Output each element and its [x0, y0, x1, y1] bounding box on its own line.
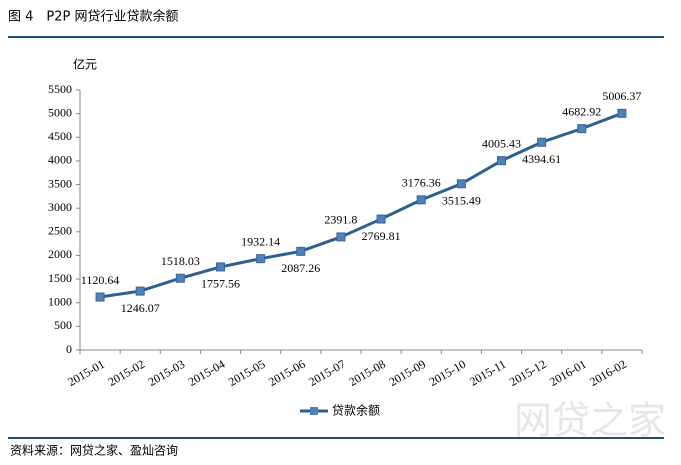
footer-rule	[8, 437, 664, 439]
x-tick-label: 2016-01	[547, 357, 589, 389]
data-label: 5006.37	[602, 89, 641, 103]
marker	[537, 137, 547, 147]
marker	[577, 124, 587, 134]
data-label: 4682.92	[562, 104, 601, 118]
x-tick-label: 2015-07	[306, 357, 348, 389]
data-label: 4005.43	[482, 136, 521, 150]
y-tick-label: 3000	[48, 200, 72, 214]
marker	[216, 262, 225, 272]
x-tick-label: 2015-12	[507, 357, 549, 389]
y-tick-label: 4500	[48, 129, 72, 143]
marker	[456, 179, 466, 189]
data-label: 2391.8	[324, 213, 357, 227]
data-label: 4394.61	[522, 152, 561, 166]
x-tick-label: 2015-09	[386, 357, 428, 389]
marker	[497, 156, 506, 166]
source: 资料来源：网贷之家、盈灿咨询	[10, 443, 178, 458]
y-tick-label: 2000	[48, 247, 72, 261]
y-tick-label: 5500	[48, 82, 72, 96]
y-tick-label: 0	[66, 342, 72, 356]
y-tick-label: 5000	[48, 105, 72, 119]
marker	[95, 292, 105, 302]
data-label: 3515.49	[442, 194, 481, 208]
legend-label: 贷款余额	[332, 403, 380, 418]
x-tick-label: 2015-01	[65, 357, 107, 389]
x-tick-label: 2015-03	[146, 357, 188, 389]
marker	[376, 214, 386, 224]
x-tick-label: 2015-08	[346, 357, 388, 389]
marker	[336, 232, 346, 242]
title-rule	[8, 36, 664, 38]
x-tick-label: 2015-04	[186, 357, 228, 389]
data-label: 1757.56	[201, 277, 240, 291]
y-tick-label: 4000	[48, 153, 72, 167]
data-label: 1932.14	[241, 234, 280, 248]
y-tick-label: 2500	[48, 224, 72, 238]
data-label: 1246.07	[121, 301, 160, 315]
marker	[416, 195, 426, 205]
x-tick-label: 2015-11	[467, 357, 508, 389]
data-label: 2087.26	[281, 261, 320, 275]
y-unit: 亿元	[73, 57, 97, 72]
data-label: 1518.03	[161, 254, 200, 268]
marker	[135, 286, 145, 296]
watermark: 网贷之家	[514, 399, 666, 443]
x-tick-label: 2015-06	[266, 357, 308, 389]
series-line	[99, 111, 623, 299]
x-tick-label: 2015-10	[427, 357, 469, 389]
data-label: 2769.81	[362, 229, 401, 243]
marker	[296, 246, 306, 256]
legend-marker	[310, 407, 318, 415]
x-tick-label: 2015-05	[226, 357, 268, 389]
y-tick-label: 1000	[48, 294, 72, 308]
y-tick-label: 3500	[48, 176, 72, 190]
data-label: 1120.64	[81, 273, 120, 287]
x-tick-label: 2015-02	[105, 357, 147, 389]
data-label: 3176.36	[402, 176, 441, 190]
marker	[256, 254, 266, 264]
x-tick-label: 2016-02	[587, 357, 629, 389]
marker	[175, 273, 185, 283]
y-tick-label: 1500	[48, 271, 72, 285]
figure-title: 图 4 P2P 网贷行业贷款余额	[8, 9, 179, 25]
y-tick-label: 500	[54, 318, 72, 332]
marker	[617, 108, 627, 118]
